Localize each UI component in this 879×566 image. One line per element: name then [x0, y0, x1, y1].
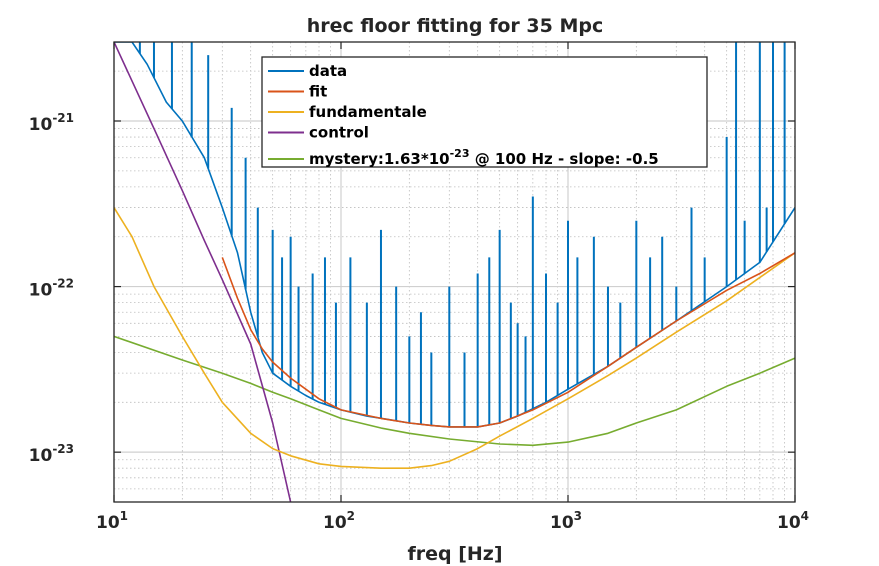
series-fundamentale-line [114, 207, 795, 470]
y-tick-label: 10-21 [29, 111, 74, 135]
plot-frame [113, 41, 796, 503]
x-tick-label: 103 [550, 509, 582, 533]
legend-label: mystery:1.63*10-23 @ 100 Hz - slope: -0.… [309, 147, 659, 168]
axis-ticks: 101 102 103 104 10-23 10-22 10-21 [29, 42, 809, 533]
x-tick-label: 102 [323, 509, 355, 533]
legend: data fit fundamentale control mystery:1.63*1… [261, 56, 708, 168]
legend-label: data [309, 62, 347, 80]
series-layer [114, 42, 795, 502]
legend-label: control [309, 124, 369, 142]
series-fit-line [221, 252, 795, 428]
x-tick-label: 101 [96, 509, 128, 533]
legend-label: fit [309, 83, 327, 101]
series-mystery-line [114, 335, 795, 447]
series-control-line [114, 42, 292, 502]
chart-title: hrec floor fitting for 35 Mpc [307, 15, 603, 37]
legend-box [261, 56, 708, 168]
y-tick-label: 10-23 [29, 442, 74, 466]
x-axis-label: freq [Hz] [407, 543, 502, 565]
legend-label: fundamentale [309, 103, 427, 121]
x-tick-label: 104 [777, 509, 809, 533]
y-tick-label: 10-22 [29, 277, 74, 301]
